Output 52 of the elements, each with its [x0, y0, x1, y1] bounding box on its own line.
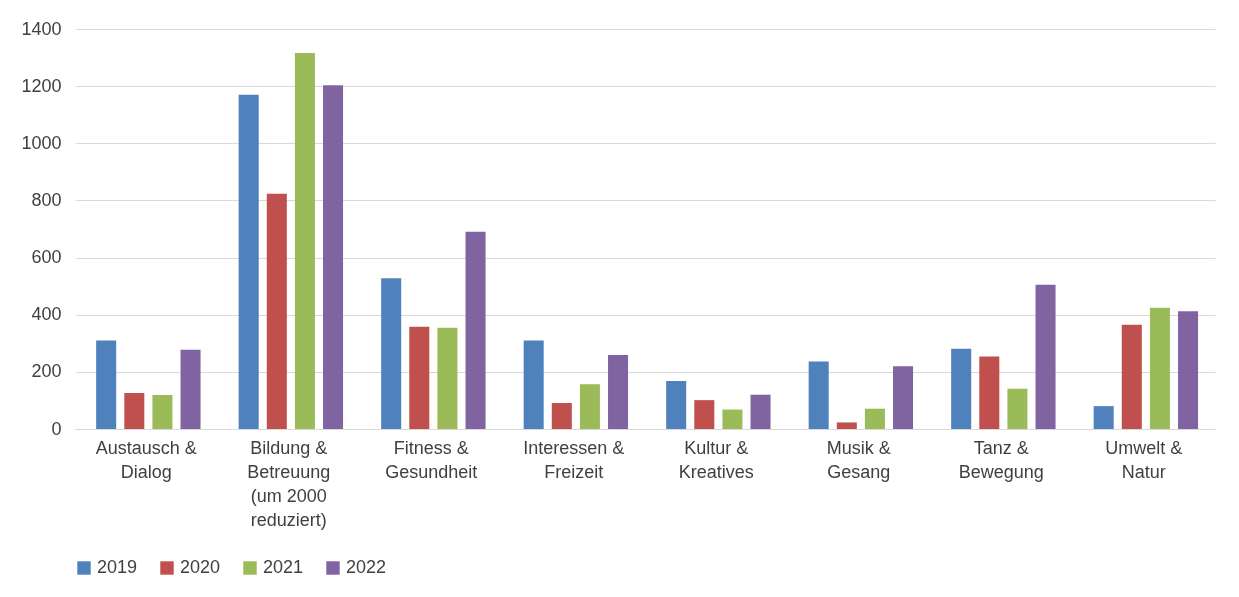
bar: [1093, 406, 1114, 429]
bar: [124, 393, 145, 429]
x-tick-label: Musik & Gesang: [826, 437, 891, 482]
y-tick-label: 0: [51, 418, 62, 439]
x-tick-label: Kultur & Kreatives: [678, 437, 754, 482]
bar: [864, 408, 885, 429]
legend-label: 2021: [263, 557, 304, 577]
bar: [750, 394, 771, 429]
legend-label: 2019: [97, 557, 138, 577]
bar: [551, 403, 572, 429]
bar: [465, 231, 486, 429]
x-tick-label: Umwelt & Natur: [1105, 437, 1183, 482]
y-tick-label: 1000: [21, 132, 62, 153]
y-tick-label: 400: [31, 304, 62, 325]
bar: [266, 193, 287, 429]
bar: [1178, 311, 1199, 429]
bar: [1149, 307, 1170, 429]
y-tick-label: 600: [31, 247, 62, 268]
x-tick-label: Austausch & Dialog: [95, 437, 197, 482]
x-tick-label: Tanz & Bewegung: [958, 437, 1044, 482]
legend-label: 2022: [346, 557, 387, 577]
bar: [323, 85, 344, 429]
bar: [836, 422, 857, 429]
y-tick-label: 200: [31, 361, 62, 382]
bar: [381, 278, 402, 429]
x-tick-label: Fitness & Gesundheit: [385, 437, 478, 482]
y-tick-label: 1200: [21, 75, 62, 96]
bar: [1121, 324, 1142, 429]
bar: [238, 94, 259, 429]
bar: [180, 349, 201, 429]
x-tick-label: Bildung & Betreuung (um 2000 reduziert): [247, 437, 331, 530]
bar: [666, 381, 687, 429]
y-tick-label: 1400: [21, 18, 62, 39]
bar: [694, 400, 715, 429]
bar: [523, 340, 544, 429]
bar: [96, 340, 117, 429]
bar: [579, 384, 600, 429]
bar: [951, 348, 972, 429]
legend-label: 2020: [180, 557, 221, 577]
x-tick-label: Interessen & Freizeit: [523, 437, 625, 482]
bar: [608, 355, 629, 429]
bar: [437, 327, 458, 429]
bar: [722, 409, 743, 429]
bar: [1035, 284, 1056, 429]
bar: [808, 361, 829, 429]
y-tick-label: 800: [31, 189, 62, 210]
bar: [409, 326, 430, 429]
bar: [152, 395, 173, 429]
bar: [979, 356, 1000, 429]
bar: [1007, 388, 1028, 429]
bar: [893, 366, 914, 429]
bar: [294, 53, 315, 429]
